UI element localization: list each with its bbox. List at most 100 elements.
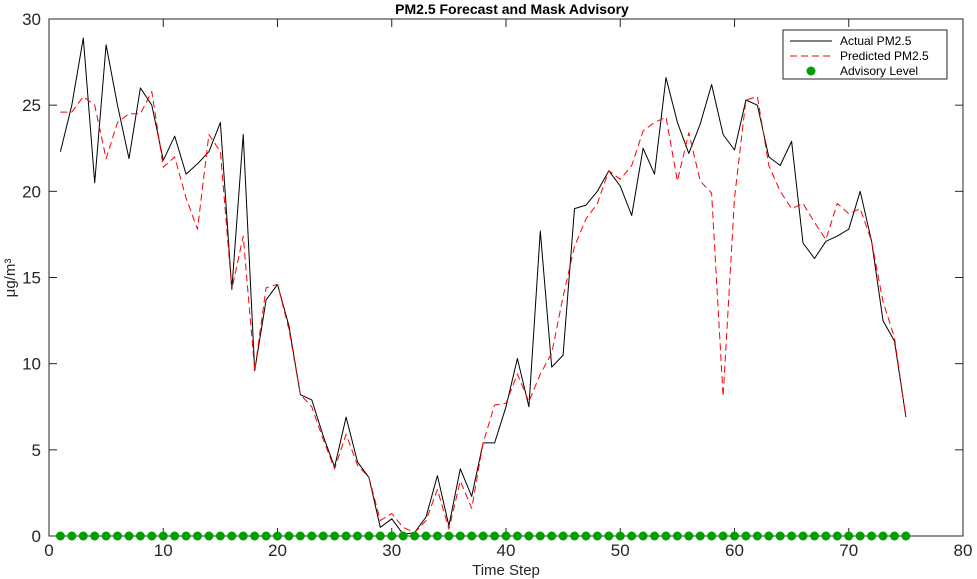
advisory-point (170, 531, 180, 541)
advisory-point (592, 531, 602, 541)
advisory-point (855, 531, 865, 541)
x-tick-label: 10 (154, 541, 173, 560)
x-tick-label: 30 (382, 541, 401, 560)
x-tick-label: 80 (954, 541, 973, 560)
advisory-point (844, 531, 854, 541)
advisory-point (638, 531, 648, 541)
advisory-point (798, 531, 808, 541)
advisory-point (238, 531, 248, 541)
advisory-point (330, 531, 340, 541)
advisory-point (341, 531, 351, 541)
legend-entry: Predicted PM2.5 (840, 49, 929, 63)
advisory-point (809, 531, 819, 541)
advisory-point (193, 531, 203, 541)
advisory-point (124, 531, 134, 541)
x-tick-label: 20 (268, 541, 287, 560)
advisory-point (432, 531, 442, 541)
advisory-point (295, 531, 305, 541)
advisory-point (581, 531, 591, 541)
advisory-point (787, 531, 797, 541)
advisory-point (889, 531, 899, 541)
advisory-point (90, 531, 100, 541)
advisory-point (558, 531, 568, 541)
advisory-point (364, 531, 374, 541)
advisory-point (604, 531, 614, 541)
chart-title: PM2.5 Forecast and Mask Advisory (395, 1, 629, 17)
advisory-point (410, 531, 420, 541)
advisory-point (387, 531, 397, 541)
advisory-point (181, 531, 191, 541)
legend-entry: Advisory Level (840, 64, 918, 78)
x-tick-label: 70 (839, 541, 858, 560)
y-tick-label: 10 (22, 355, 41, 374)
y-axis-label: μg/m³ (2, 259, 19, 298)
advisory-point (455, 531, 465, 541)
advisory-point (524, 531, 534, 541)
x-tick-label: 40 (497, 541, 516, 560)
advisory-point (901, 531, 911, 541)
y-tick-label: 25 (22, 96, 41, 115)
advisory-point (752, 531, 762, 541)
legend-marker-advisory (806, 66, 816, 76)
advisory-point (307, 531, 317, 541)
y-tick-label: 20 (22, 182, 41, 201)
advisory-point (775, 531, 785, 541)
advisory-point (78, 531, 88, 541)
advisory-point (135, 531, 145, 541)
advisory-point (684, 531, 694, 541)
advisory-point (444, 531, 454, 541)
advisory-point (730, 531, 739, 541)
advisory-point (821, 531, 831, 541)
advisory-point (352, 531, 362, 541)
advisory-point (615, 531, 625, 541)
advisory-point (627, 531, 637, 541)
x-tick-label: 50 (611, 541, 630, 560)
advisory-point (421, 531, 431, 541)
advisory-point (707, 531, 717, 541)
advisory-point (250, 531, 260, 541)
advisory-point (535, 531, 545, 541)
advisory-point (547, 531, 557, 541)
y-tick-label: 0 (32, 527, 41, 546)
axis-tick-labels: 0 10 20 30 40 50 60 70 80 0 5 10 15 20 25 30 (22, 10, 972, 560)
advisory-point (261, 531, 271, 541)
advisory-point (501, 531, 511, 541)
plot-area (48, 18, 964, 537)
advisory-point (661, 531, 671, 541)
advisory-point (273, 531, 282, 541)
advisory-point (227, 531, 237, 541)
x-tick-label: 0 (44, 541, 53, 560)
advisory-point (672, 531, 682, 541)
series-advisory-markers (55, 531, 911, 541)
advisory-point (718, 531, 728, 541)
advisory-point (478, 531, 488, 541)
advisory-point (764, 531, 774, 541)
advisory-point (101, 531, 111, 541)
advisory-point (284, 531, 294, 541)
advisory-point (67, 531, 77, 541)
advisory-point (490, 531, 500, 541)
series-predicted-line (60, 90, 907, 534)
advisory-point (832, 531, 842, 541)
legend-entry: Actual PM2.5 (840, 34, 912, 48)
advisory-point (147, 531, 157, 541)
advisory-point (158, 531, 168, 541)
advisory-point (512, 531, 522, 541)
x-tick-label: 60 (725, 541, 744, 560)
advisory-point (318, 531, 328, 541)
y-tick-label: 5 (32, 441, 41, 460)
y-tick-label: 15 (22, 269, 41, 288)
advisory-point (867, 531, 877, 541)
advisory-point (467, 531, 477, 541)
advisory-point (375, 531, 385, 541)
advisory-point (55, 531, 65, 541)
x-axis-label: Time Step (472, 562, 540, 579)
y-tick-label: 30 (22, 10, 41, 29)
advisory-point (695, 531, 705, 541)
advisory-point (398, 531, 408, 541)
advisory-point (215, 531, 225, 541)
advisory-point (741, 531, 751, 541)
series-layer (55, 37, 911, 541)
